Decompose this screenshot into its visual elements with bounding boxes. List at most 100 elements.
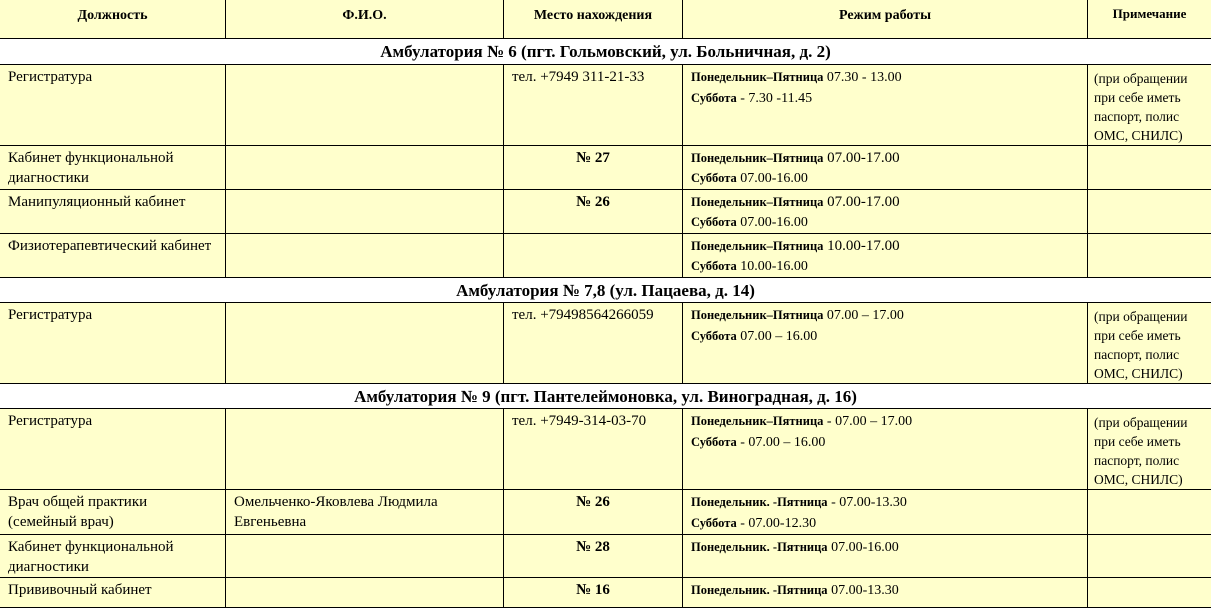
room-cell: № 26 (504, 190, 683, 234)
header-schedule: Режим работы (683, 0, 1088, 39)
location-cell (504, 234, 683, 278)
name-cell (226, 578, 504, 608)
room-cell: № 27 (504, 146, 683, 190)
note-cell: (при обращении при себе иметь паспорт, п… (1088, 303, 1211, 384)
position-cell: Кабинет функциональной диагностики (0, 146, 226, 190)
table-row: Врач общей практики (семейный врач)Омель… (0, 490, 1211, 535)
hours: - 07.00-13.30 (828, 495, 907, 510)
schedule-line: Понедельник–Пятница 07.00-17.00 (691, 192, 1079, 212)
hours: 07.00-16.00 (737, 215, 808, 230)
note-cell (1088, 146, 1211, 190)
header-row: Должность Ф.И.О. Место нахождения Режим … (0, 0, 1211, 39)
schedule-cell: Понедельник. -Пятница 07.00-16.00 (683, 535, 1088, 578)
position-cell: Регистратура (0, 65, 226, 146)
section-row: Амбулатория № 6 (пгт. Гольмовский, ул. Б… (0, 39, 1211, 65)
section-title: Амбулатория № 6 (пгт. Гольмовский, ул. Б… (0, 39, 1211, 65)
section-row: Амбулатория № 9 (пгт. Пантелеймоновка, у… (0, 384, 1211, 409)
note-cell: (при обращении при себе иметь паспорт, п… (1088, 65, 1211, 146)
hours: - 07.00 – 17.00 (823, 414, 912, 429)
hours: 07.00-13.30 (828, 583, 899, 598)
position-cell: Прививочный кабинет (0, 578, 226, 608)
schedule-line: Суббота 07.00-16.00 (691, 168, 1079, 189)
name-cell (226, 409, 504, 490)
schedule-cell: Понедельник. -Пятница 07.00-13.30 (683, 578, 1088, 608)
section-row: Амбулатория № 7,8 (ул. Пацаева, д. 14) (0, 278, 1211, 303)
room-cell: № 26 (504, 490, 683, 535)
schedule-line: Суббота 10.00-16.00 (691, 256, 1079, 277)
schedule-line: Понедельник–Пятница 07.00 – 17.00 (691, 305, 1079, 326)
schedule-line: Понедельник. -Пятница - 07.00-13.30 (691, 492, 1079, 513)
location-cell: тел. +79498564266059 (504, 303, 683, 384)
position-cell: Врач общей практики (семейный врач) (0, 490, 226, 535)
note-cell (1088, 190, 1211, 234)
note-cell: (при обращении при себе иметь паспорт, п… (1088, 409, 1211, 490)
name-cell: Омельченко-Яковлева Людмила Евгеньевна (226, 490, 504, 535)
hours: - 07.00-12.30 (737, 516, 816, 531)
day-label: Понедельник. -Пятница (691, 495, 828, 509)
schedule-line: Понедельник–Пятница 10.00-17.00 (691, 236, 1079, 256)
hours: 07.00-16.00 (828, 540, 899, 555)
schedule-line: Понедельник. -Пятница 07.00-13.30 (691, 580, 1079, 601)
hours: 10.00-16.00 (737, 259, 808, 274)
note-cell (1088, 535, 1211, 578)
day-label: Понедельник–Пятница (691, 195, 823, 209)
schedule-line: Понедельник–Пятница - 07.00 – 17.00 (691, 411, 1079, 432)
day-label: Суббота (691, 215, 737, 229)
day-label: Понедельник–Пятница (691, 414, 823, 428)
header-name: Ф.И.О. (226, 0, 504, 39)
hours: 07.00-16.00 (737, 171, 808, 186)
position-cell: Регистратура (0, 409, 226, 490)
day-label: Понедельник–Пятница (691, 308, 823, 322)
schedule-cell: Понедельник–Пятница 07.30 - 13.00 Суббота… (683, 65, 1088, 146)
day-label: Суббота (691, 171, 737, 185)
hours: 07.00-17.00 (823, 150, 899, 166)
schedule-line: Суббота - 07.00 – 16.00 (691, 432, 1079, 453)
room-cell: № 16 (504, 578, 683, 608)
header-position: Должность (0, 0, 226, 39)
day-label: Понедельник–Пятница (691, 151, 823, 165)
schedule-line: Суббота 07.00-16.00 (691, 212, 1079, 233)
name-cell (226, 146, 504, 190)
room-cell: № 28 (504, 535, 683, 578)
schedule-line: Суббота - 07.00-12.30 (691, 513, 1079, 534)
hours: 07.00-17.00 (823, 194, 899, 210)
table-row: Физиотерапевтический кабинет Понедельник–… (0, 234, 1211, 278)
name-cell (226, 303, 504, 384)
section-title: Амбулатория № 7,8 (ул. Пацаева, д. 14) (0, 278, 1211, 303)
note-cell (1088, 490, 1211, 535)
position-cell: Физиотерапевтический кабинет (0, 234, 226, 278)
day-label: Суббота (691, 516, 737, 530)
hours: - 07.00 – 16.00 (737, 435, 826, 450)
hours: 10.00-17.00 (823, 238, 899, 254)
name-cell (226, 535, 504, 578)
name-cell (226, 234, 504, 278)
note-cell (1088, 234, 1211, 278)
name-cell (226, 190, 504, 234)
hours: 07.30 - 13.00 (823, 70, 901, 85)
day-label: Понедельник–Пятница (691, 239, 823, 253)
day-label: Понедельник–Пятница (691, 70, 823, 84)
section-title: Амбулатория № 9 (пгт. Пантелеймоновка, у… (0, 384, 1211, 409)
schedule-line: Понедельник–Пятница 07.00-17.00 (691, 148, 1079, 168)
position-cell: Кабинет функциональной диагностики (0, 535, 226, 578)
day-label: Понедельник. -Пятница (691, 583, 828, 597)
day-label: Суббота (691, 259, 737, 273)
schedule-line: Суббота - 7.30 -11.45 (691, 88, 1079, 109)
header-note: Примечание (1088, 0, 1211, 39)
day-label: Понедельник. -Пятница (691, 540, 828, 554)
hours: 07.00 – 17.00 (823, 308, 904, 323)
table-row: Прививочный кабинет № 16 Понедельник. -Пят… (0, 578, 1211, 608)
hours: 07.00 – 16.00 (737, 329, 818, 344)
schedule-line: Суббота 07.00 – 16.00 (691, 326, 1079, 347)
day-label: Суббота (691, 91, 737, 105)
header-location: Место нахождения (504, 0, 683, 39)
